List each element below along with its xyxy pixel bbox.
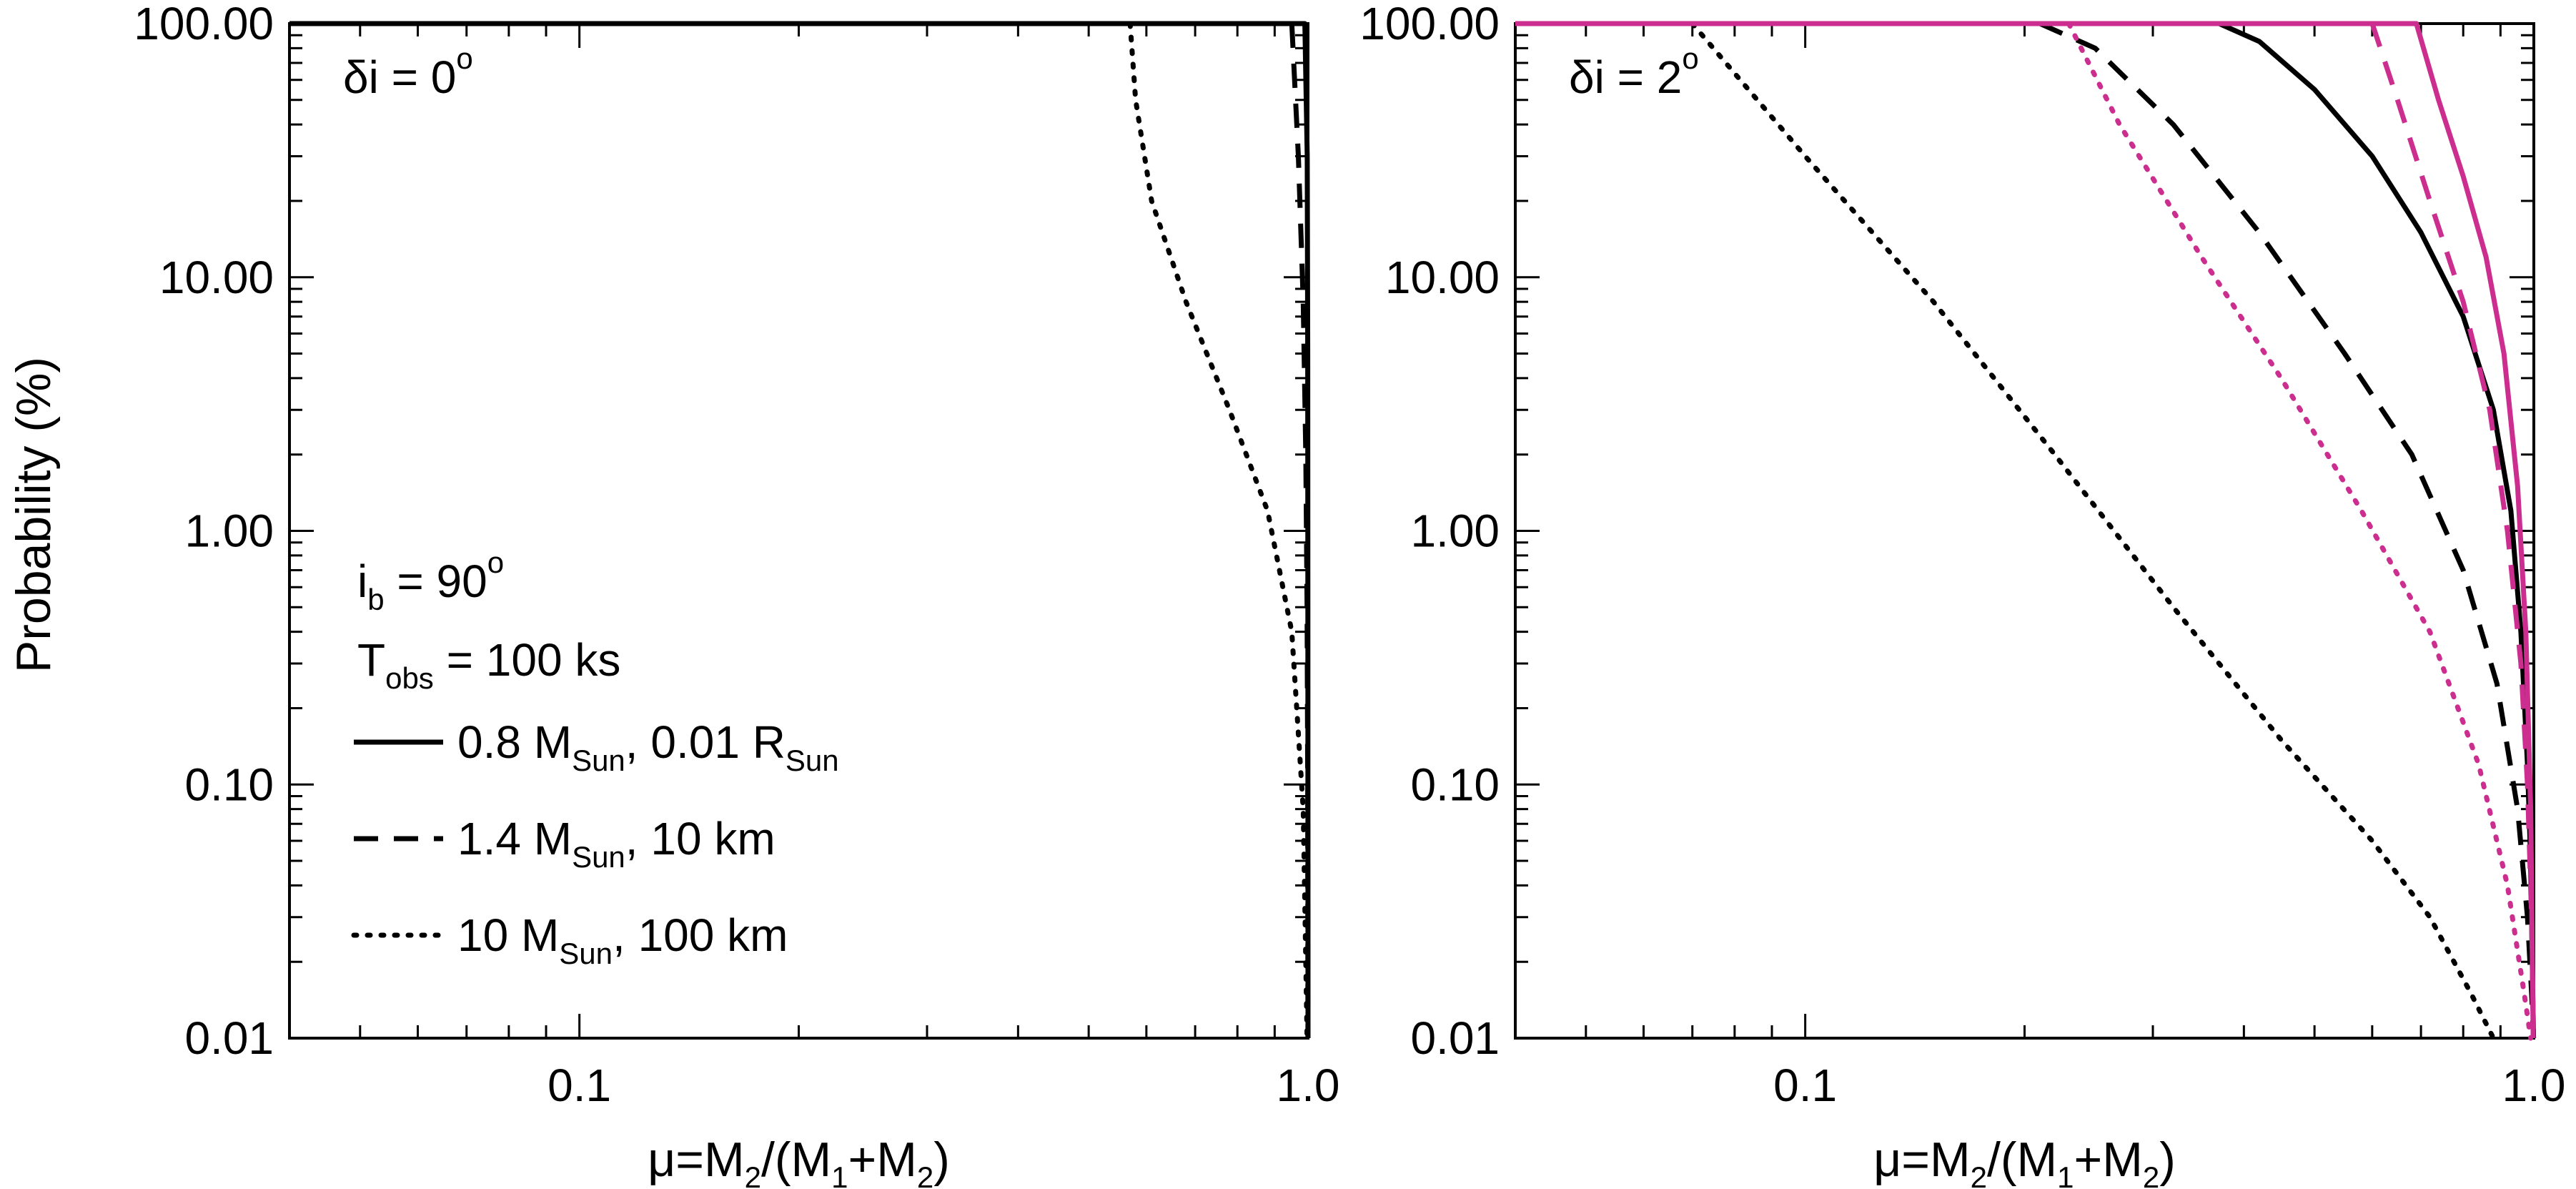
- plot-frame: [1514, 22, 2535, 1040]
- series-line-dashed: [1289, 23, 1311, 1039]
- series-line-dotted: [2066, 21, 2534, 1041]
- x-tick-label: 0.1: [1773, 1060, 1837, 1111]
- x-tick-label: 0.1: [548, 1060, 611, 1111]
- legend-entry-label: 10 MSun, 100 km: [457, 909, 788, 970]
- panel-label: δi = 2o: [1569, 41, 1699, 103]
- series-line-solid: [289, 21, 1311, 1039]
- panel-left: 0.1 1.0 0.01 0.10 1.00 10.00 100.00 μ=M2/(M1+M2…: [134, 0, 1339, 1189]
- x-axis-label: μ=M2/(M1+M2): [648, 1133, 950, 1189]
- y-tick-label: 1.00: [184, 505, 274, 557]
- legend-param: Tobs = 100 ks: [357, 634, 620, 695]
- series-line-solid: [1515, 21, 2537, 1039]
- series-line-dotted: [1690, 21, 2496, 1041]
- y-tick-label: 0.01: [1410, 1012, 1500, 1064]
- legend-param: ib = 90o: [357, 546, 504, 616]
- x-tick-label: 1.0: [1277, 1060, 1340, 1111]
- x-tick-label: 1.0: [2502, 1060, 2566, 1111]
- y-tick-label: 10.00: [1385, 252, 1500, 303]
- series-line-dashed: [2369, 22, 2537, 1039]
- y-tick-label: 1.00: [1410, 505, 1500, 557]
- y-tick-label: 10.00: [159, 252, 274, 303]
- legend-entry-label: 0.8 MSun, 0.01 RSun: [457, 716, 839, 777]
- y-tick-label: 0.10: [1410, 759, 1500, 810]
- y-axis-label: Probability (%): [6, 357, 61, 673]
- legend-entry-label: 1.4 MSun, 10 km: [457, 813, 776, 874]
- panel-label: δi = 0o: [343, 41, 473, 103]
- x-axis-label: μ=M2/(M1+M2): [1873, 1133, 2176, 1189]
- series-line-dotted: [1127, 21, 1310, 1041]
- y-tick-label: 100.00: [134, 0, 274, 49]
- y-tick-label: 0.10: [184, 759, 274, 810]
- y-tick-label: 100.00: [1359, 0, 1500, 49]
- series-line-solid: [1515, 21, 2536, 1039]
- plot-frame: [288, 22, 1309, 1040]
- panel-right: 0.1 1.0 0.01 0.10 1.00 10.00 100.00 μ=M2/(M1+M2…: [1359, 0, 2565, 1189]
- series-line-dashed: [2038, 21, 2537, 1039]
- y-tick-label: 0.01: [184, 1012, 274, 1064]
